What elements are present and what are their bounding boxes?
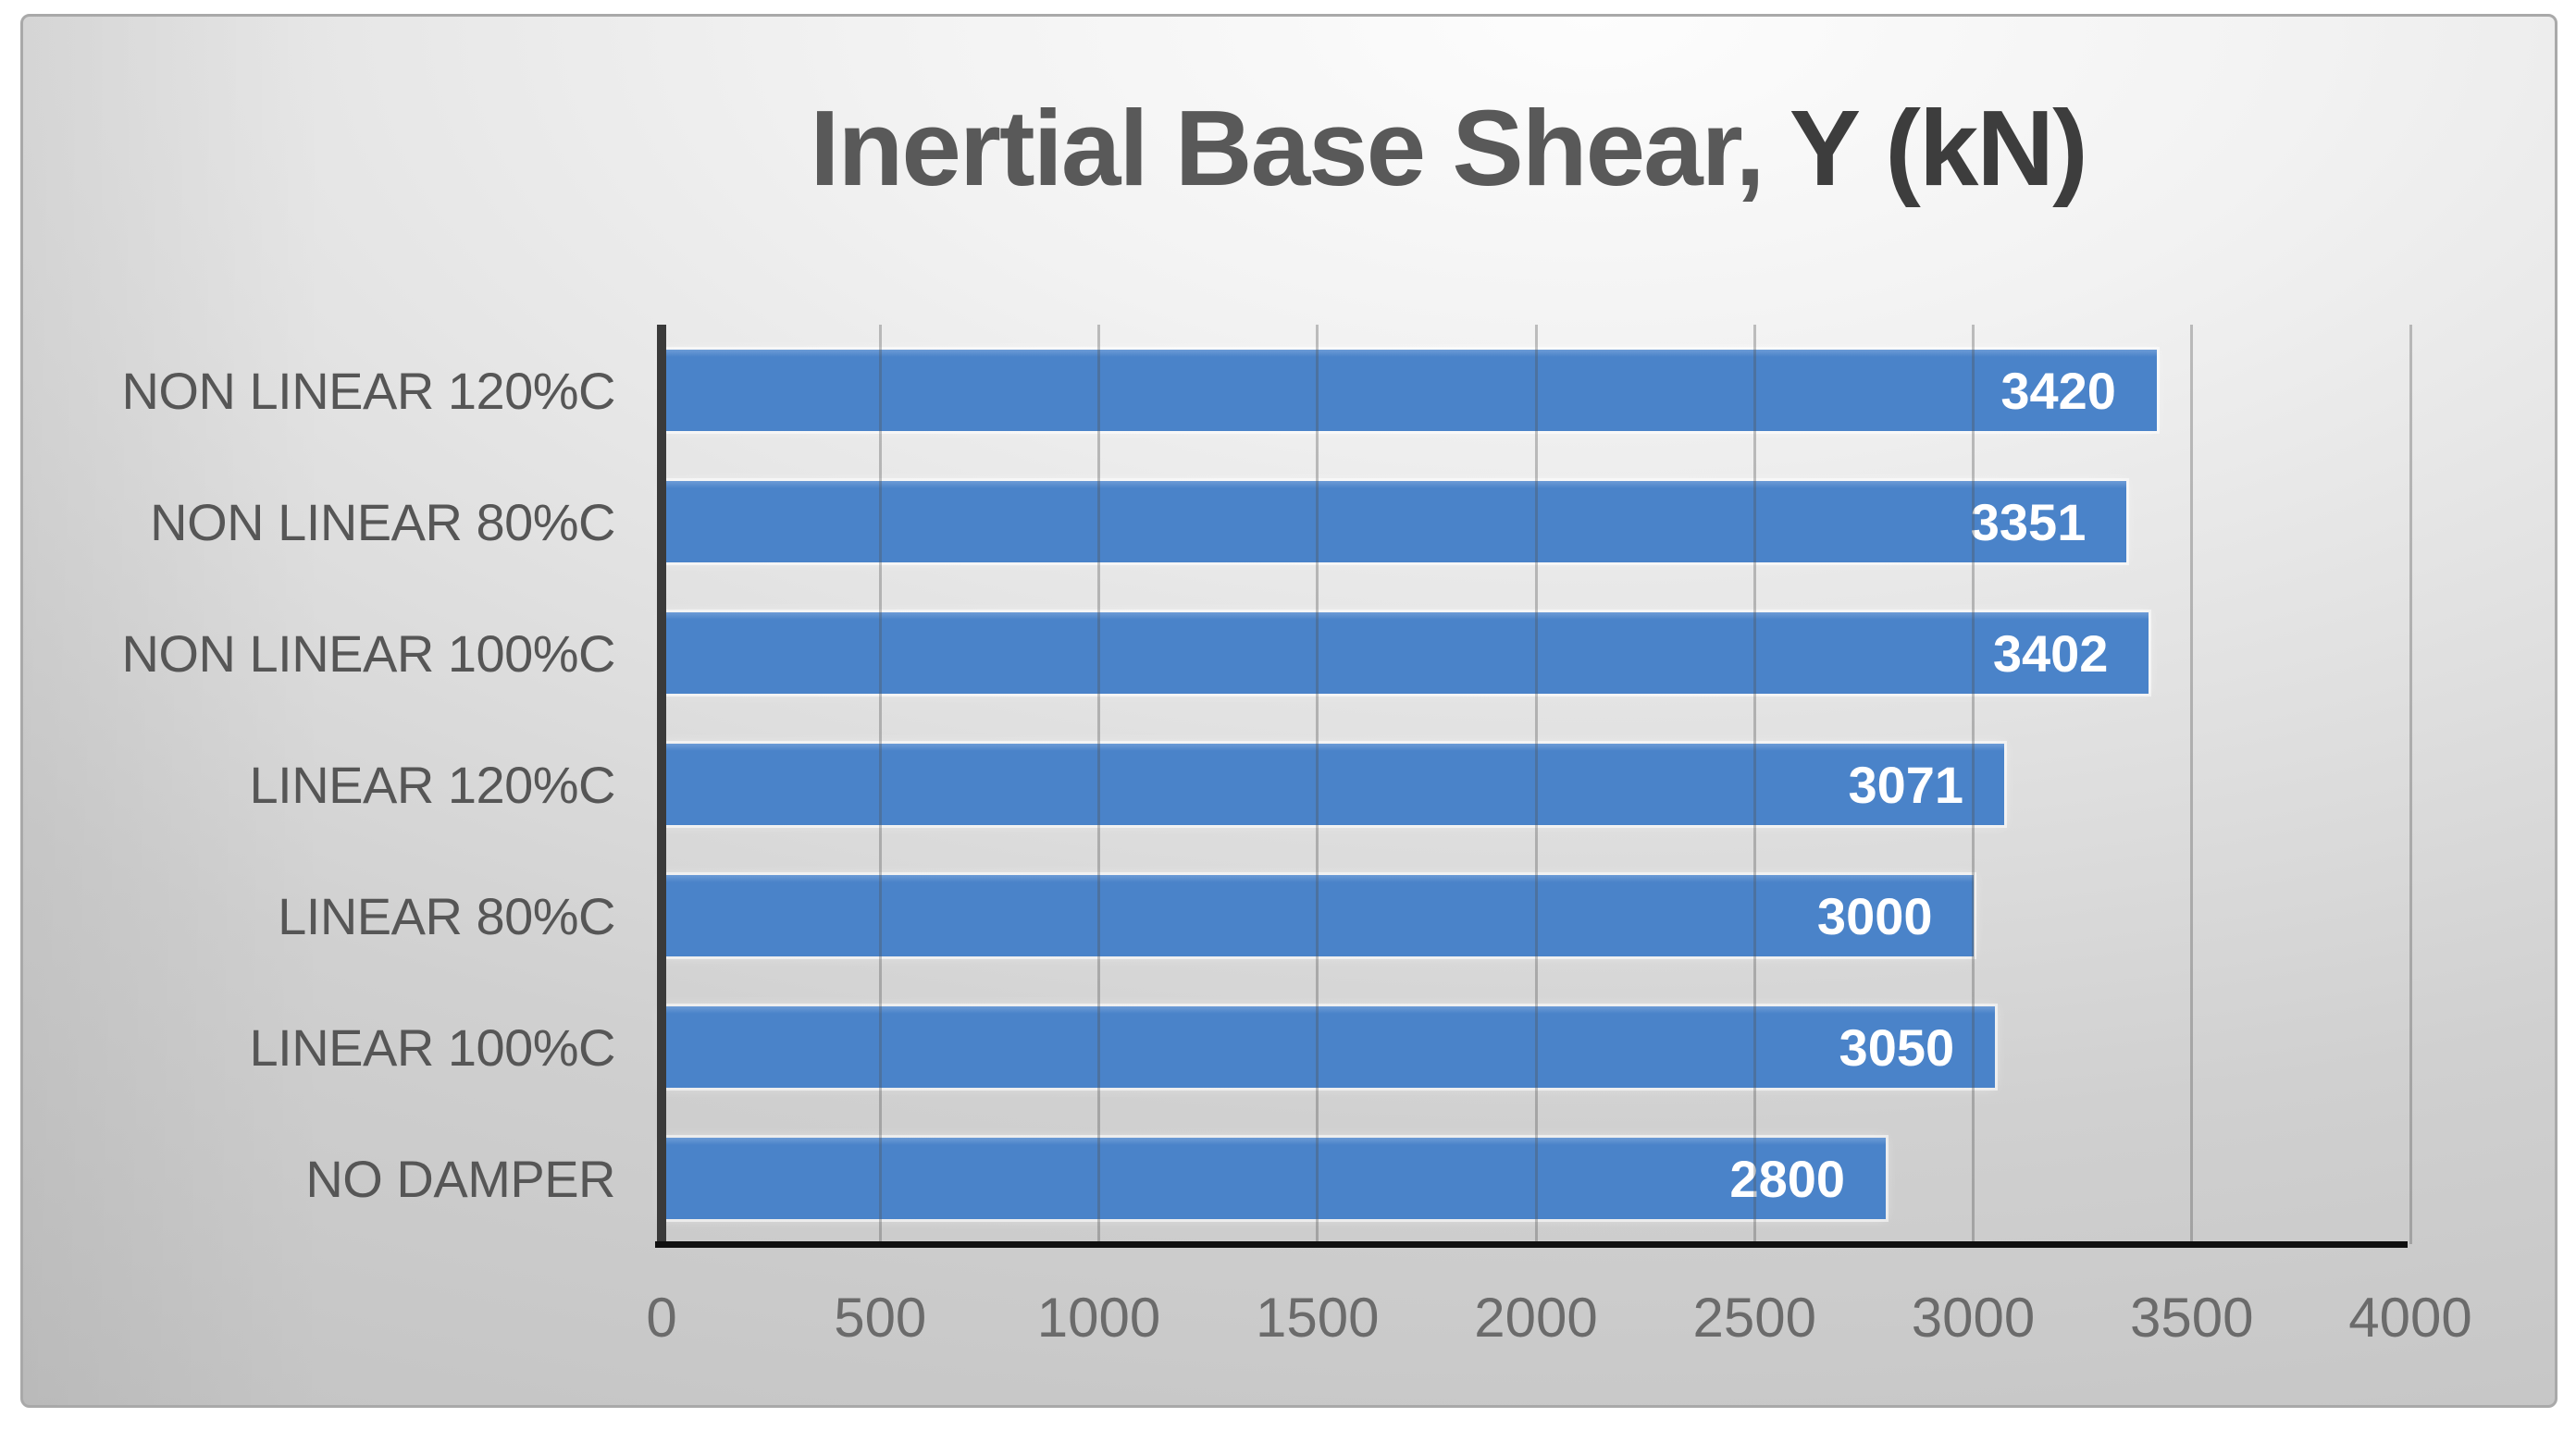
category-label: LINEAR 100%C bbox=[249, 1017, 615, 1077]
x-tick-label: 500 bbox=[834, 1287, 927, 1349]
x-tick-label: 3000 bbox=[1911, 1287, 2036, 1349]
bar-value-label: 3351 bbox=[1970, 492, 2087, 551]
bar: 3071 bbox=[662, 744, 2005, 825]
x-tick-label: 0 bbox=[646, 1287, 677, 1349]
bar-row: 3071 bbox=[662, 719, 2410, 850]
bar: 3000 bbox=[662, 875, 1974, 956]
category-label: NO DAMPER bbox=[305, 1149, 615, 1208]
bar-row: 3351 bbox=[662, 456, 2410, 587]
gridline bbox=[1316, 325, 1319, 1244]
bar-value-label: 3050 bbox=[1839, 1017, 1955, 1077]
category-label: NON LINEAR 80%C bbox=[150, 492, 615, 551]
bar: 2800 bbox=[662, 1138, 1886, 1219]
x-axis: 0 500 1000 1500 2000 2500 3000 3500 4000 bbox=[646, 1286, 2471, 1360]
bar-value-label: 3000 bbox=[1816, 886, 1933, 945]
gridline bbox=[1972, 325, 1975, 1244]
bar: 3351 bbox=[662, 481, 2127, 562]
gridline bbox=[2409, 325, 2412, 1244]
bar: 3050 bbox=[662, 1006, 1996, 1088]
category-label: NON LINEAR 120%C bbox=[121, 361, 615, 420]
bar-value-label: 2800 bbox=[1729, 1149, 1845, 1208]
plot-area: 3420 3351 3402 3071 3000 3050 2800 bbox=[662, 325, 2412, 1244]
gridline bbox=[878, 325, 882, 1244]
chart-title-secondary: Y (kN) bbox=[1789, 88, 2088, 208]
chart-frame: Inertial Base Shear, Y (kN) 3420 3351 3402… bbox=[20, 14, 2557, 1408]
bar-row: 2800 bbox=[662, 1113, 2410, 1244]
gridline bbox=[1752, 325, 1756, 1244]
y-axis-line bbox=[657, 325, 666, 1244]
bar-value-label: 3071 bbox=[1848, 755, 1964, 814]
bar-row: 3402 bbox=[662, 587, 2410, 719]
category-axis: NON LINEAR 120%C NON LINEAR 80%C NON LINEA… bbox=[23, 325, 615, 1244]
gridline bbox=[1534, 325, 1538, 1244]
gridline bbox=[2190, 325, 2194, 1244]
x-axis-line bbox=[655, 1241, 2408, 1248]
gridline bbox=[1097, 325, 1100, 1244]
x-tick-label: 2500 bbox=[1692, 1287, 1816, 1349]
category-label: NON LINEAR 100%C bbox=[121, 623, 615, 683]
bar-row: 3420 bbox=[662, 325, 2410, 456]
x-tick-label: 3500 bbox=[2130, 1287, 2254, 1349]
bar-row: 3050 bbox=[662, 981, 2410, 1113]
bar-value-label: 3402 bbox=[1992, 623, 2109, 683]
category-label: LINEAR 80%C bbox=[278, 886, 615, 945]
chart-title-primary: Inertial Base Shear, bbox=[810, 88, 1790, 208]
bar-row: 3000 bbox=[662, 850, 2410, 981]
bar: 3420 bbox=[662, 350, 2157, 431]
x-tick-label: 1500 bbox=[1256, 1287, 1380, 1349]
x-tick-label: 2000 bbox=[1474, 1287, 1598, 1349]
x-tick-label: 4000 bbox=[2348, 1287, 2472, 1349]
category-label: LINEAR 120%C bbox=[249, 755, 615, 814]
bar: 3402 bbox=[662, 612, 2149, 694]
chart-title: Inertial Base Shear, Y (kN) bbox=[23, 81, 2555, 216]
bar-value-label: 3420 bbox=[2000, 361, 2116, 420]
x-tick-label: 1000 bbox=[1036, 1287, 1161, 1349]
